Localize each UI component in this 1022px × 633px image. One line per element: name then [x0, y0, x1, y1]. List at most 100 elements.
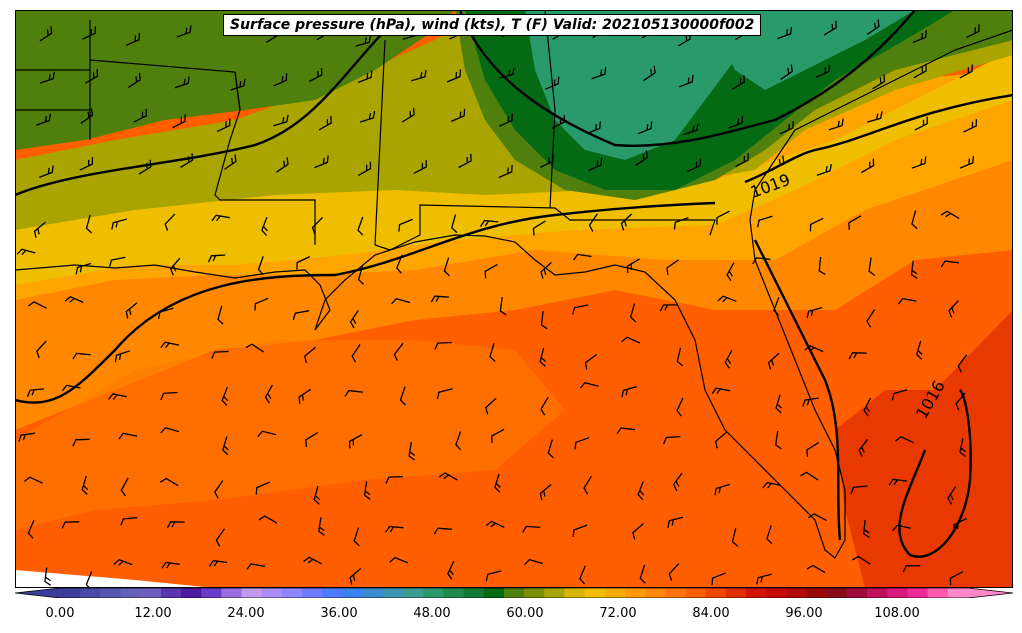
wind-barb	[806, 441, 820, 457]
wind-barb	[912, 30, 927, 44]
wind-barb	[676, 347, 684, 367]
wind-barb	[639, 564, 646, 584]
wind-barb	[160, 427, 180, 434]
wind-barb	[38, 165, 54, 179]
wind-barb	[572, 524, 588, 538]
wind-barb	[779, 121, 794, 135]
temperature-band-yellow	[15, 50, 1013, 285]
wind-barb	[485, 520, 505, 528]
wind-barb	[940, 210, 960, 219]
colorbar-segment	[524, 588, 545, 598]
wind-barb	[273, 114, 289, 127]
wind-barb	[540, 261, 552, 279]
wind-barb	[313, 485, 321, 505]
wind-barb	[777, 26, 793, 40]
wind-barb	[127, 72, 141, 88]
colorbar-segment	[403, 588, 424, 598]
wind-barb	[160, 391, 178, 401]
wind-barb	[579, 381, 599, 389]
wind-barb	[108, 393, 127, 400]
wind-barb	[947, 486, 957, 505]
wind-barb	[216, 118, 231, 133]
wind-barb	[532, 220, 546, 236]
wind-barb	[752, 257, 771, 265]
wind-barb	[489, 343, 496, 362]
temperature-band-gulf-orange	[15, 340, 565, 530]
wind-barb	[443, 257, 450, 277]
wind-barb	[84, 69, 99, 84]
colorbar-tick-label: 84.00	[692, 606, 730, 621]
wind-barb	[868, 257, 876, 276]
colorbar-segment	[221, 588, 243, 598]
isobar-1019	[15, 201, 716, 404]
wind-barb	[169, 257, 181, 276]
wind-barb	[85, 571, 93, 588]
wind-barb	[16, 248, 36, 256]
wind-barb	[385, 525, 404, 533]
wind-barb	[897, 297, 917, 305]
wind-barb	[866, 19, 880, 35]
wind-barb	[687, 158, 702, 172]
wind-barb	[815, 64, 830, 78]
wind-barb	[586, 121, 601, 135]
wind-barb	[485, 397, 497, 415]
map-canvas: 1019 1016	[15, 10, 1013, 588]
wind-barb	[809, 217, 824, 232]
wind-barb	[451, 108, 466, 122]
wind-barb	[635, 150, 648, 166]
wind-barb	[391, 297, 411, 305]
wind-barb	[892, 524, 911, 532]
wind-barb	[174, 76, 190, 89]
colorbar-segment	[423, 588, 444, 598]
wind-barb	[303, 556, 322, 565]
wind-barb	[72, 438, 90, 447]
colorbar-tick-label: 0.00	[45, 606, 75, 621]
colorbar-segment	[503, 588, 525, 598]
wind-barb	[314, 155, 329, 169]
map-frame: 1019 1016	[15, 10, 1013, 588]
wind-barb	[804, 345, 824, 353]
colorbar-segment	[160, 588, 182, 598]
colorbar-segment	[746, 588, 767, 598]
wind-barb	[357, 161, 372, 176]
map-title: Surface pressure (hPa), wind (kts), T (F…	[223, 14, 762, 36]
isobar-green-low	[458, 10, 916, 147]
wind-barb	[902, 564, 921, 573]
wind-barb	[18, 432, 36, 442]
colorbar-segment	[483, 588, 505, 598]
wind-barb	[221, 386, 229, 406]
wind-barb	[264, 384, 273, 404]
wind-barb	[583, 475, 592, 495]
wind-barb	[125, 302, 138, 319]
wind-barb	[447, 560, 455, 580]
colorbar-segment	[705, 588, 727, 598]
wind-barb	[728, 115, 744, 129]
wind-barb	[120, 477, 129, 497]
wind-barb	[888, 478, 908, 486]
wind-barb	[81, 475, 89, 495]
wind-barb	[246, 563, 266, 570]
wind-barb	[579, 565, 586, 585]
wind-barb	[848, 352, 867, 360]
wind-barb	[446, 69, 462, 83]
colorbar-segment	[725, 588, 747, 598]
wind-barb	[398, 218, 413, 232]
wind-barb	[806, 564, 826, 574]
wind-barb	[357, 266, 365, 285]
colorbar-segment	[927, 588, 949, 598]
wind-barb	[666, 259, 679, 275]
wind-barb	[948, 300, 959, 318]
wind-barb	[311, 217, 323, 235]
wind-barb	[261, 216, 268, 236]
wind-barb	[480, 219, 499, 227]
wind-barb	[872, 74, 886, 90]
wind-barb	[806, 306, 823, 319]
wind-barb	[588, 213, 598, 232]
colorbar-segment	[564, 588, 586, 598]
colorbar-tick-label: 108.00	[874, 606, 920, 621]
wind-barb	[828, 118, 844, 131]
wind-barb	[180, 153, 194, 168]
wind-barb	[222, 436, 229, 456]
wind-barb	[434, 341, 452, 350]
colorbar-segment	[120, 588, 142, 598]
